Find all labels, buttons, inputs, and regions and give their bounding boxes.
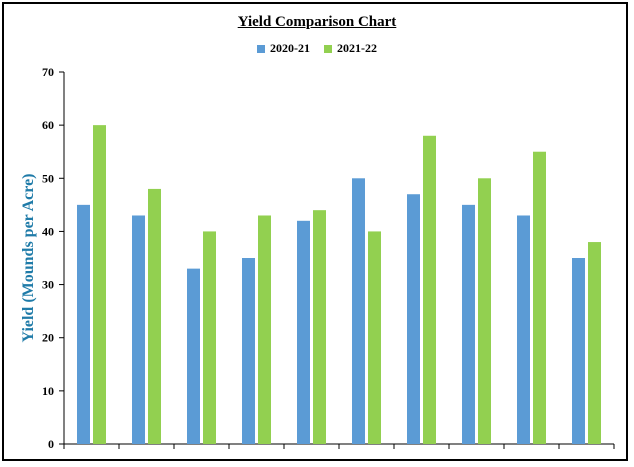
bar-series-1 — [297, 220, 310, 444]
chart-legend: 2020-21 2021-22 — [0, 41, 634, 56]
bar-series-2 — [533, 151, 546, 444]
bar-series-1 — [407, 194, 420, 444]
y-tick-label: 40 — [42, 224, 54, 238]
y-axis-label: Yield (Mounds per Acre) — [20, 173, 37, 342]
legend-label-series-2: 2021-22 — [337, 41, 377, 55]
bar-series-2 — [478, 178, 491, 445]
legend-swatch-series-1 — [257, 44, 265, 53]
y-tick-label: 50 — [42, 171, 54, 185]
y-tick-label: 20 — [42, 331, 54, 345]
chart-title: Yield Comparison Chart — [237, 14, 397, 30]
bar-series-2 — [93, 125, 106, 445]
y-tick-label: 70 — [42, 65, 54, 79]
bar-series-1 — [77, 204, 90, 444]
bar-series-1 — [517, 215, 530, 444]
bar-series-1 — [572, 258, 585, 444]
legend-item-series-1: 2020-21 — [257, 41, 310, 56]
bar-series-1 — [352, 178, 365, 445]
legend-label-series-1: 2020-21 — [270, 41, 310, 55]
bar-series-2 — [423, 135, 436, 444]
y-tick-label: 10 — [42, 384, 54, 398]
y-tick-label: 60 — [42, 118, 54, 132]
y-tick-label: 30 — [42, 278, 54, 292]
y-tick-label: 0 — [48, 437, 54, 451]
bar-series-2 — [203, 231, 216, 444]
bar-series-2 — [258, 215, 271, 444]
bar-series-1 — [462, 204, 475, 444]
legend-swatch-series-2 — [324, 44, 332, 53]
bar-series-1 — [242, 258, 255, 444]
legend-item-series-2: 2021-22 — [324, 41, 377, 56]
bar-series-1 — [132, 215, 145, 444]
bar-series-1 — [187, 268, 200, 444]
bar-series-2 — [368, 231, 381, 444]
bar-series-2 — [313, 210, 326, 444]
bar-series-2 — [588, 242, 601, 444]
bar-series-2 — [148, 188, 161, 444]
